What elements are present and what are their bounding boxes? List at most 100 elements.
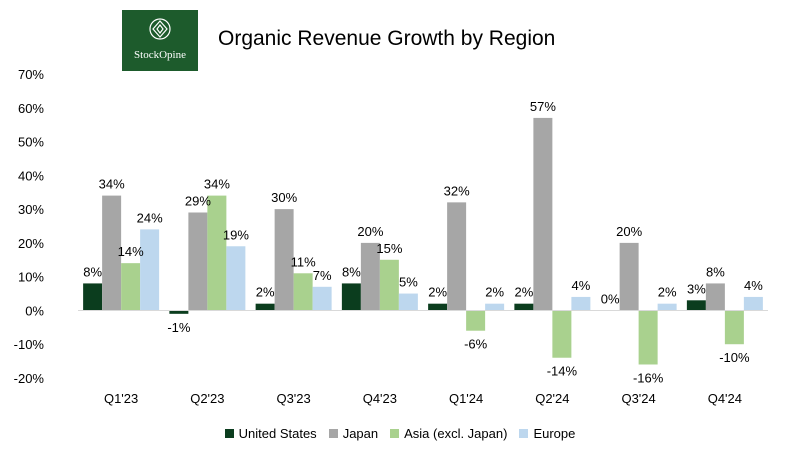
data-label: 2% (514, 285, 533, 300)
bar (743, 296, 763, 311)
data-label: 4% (571, 278, 590, 293)
bar (121, 263, 141, 311)
legend-swatch (390, 429, 400, 438)
y-tick-label: 40% (18, 168, 44, 183)
y-tick-label: -10% (14, 337, 45, 352)
data-label: 19% (223, 227, 249, 242)
legend-label: United States (238, 426, 317, 441)
y-tick-label: 70% (18, 67, 44, 82)
data-label: -1% (167, 320, 191, 335)
logo-emblem-icon (149, 18, 171, 40)
bar (398, 293, 418, 311)
data-label: 57% (530, 99, 556, 114)
bar (724, 310, 744, 345)
data-label: 8% (342, 264, 361, 279)
x-tick-label: Q2'24 (535, 391, 569, 406)
data-label: 30% (271, 190, 297, 205)
y-tick-label: 60% (18, 101, 44, 116)
bar (102, 195, 122, 311)
bar (619, 242, 639, 311)
legend-swatch (224, 429, 234, 438)
bar (226, 246, 246, 311)
legend-swatch (328, 429, 338, 438)
x-tick-label: Q1'23 (104, 391, 138, 406)
y-tick-label: 10% (18, 270, 44, 285)
logo-text: StockOpine (134, 49, 186, 61)
data-label: 8% (706, 264, 725, 279)
bar (207, 195, 227, 311)
data-label: 2% (428, 285, 447, 300)
legend-label: Japan (342, 426, 379, 441)
data-label: 7% (313, 268, 332, 283)
x-tick-label: Q1'24 (449, 391, 483, 406)
bar (428, 303, 448, 311)
data-label: 32% (444, 183, 470, 198)
y-axis-ticks: -20% -10% 0% 10% 20% 30% 40% 50% 60% 70% (14, 67, 45, 386)
legend-item: Europe (519, 426, 575, 441)
data-labels: 8%34%14%24%-1%29%34%19%2%30%11%7% 8%20%15… (83, 99, 763, 386)
data-label: 20% (357, 224, 383, 239)
data-label: 4% (744, 278, 763, 293)
bar (341, 283, 361, 311)
data-label: 29% (185, 193, 211, 208)
data-label: -10% (719, 350, 750, 365)
bar (312, 286, 332, 311)
legend-item: Asia (excl. Japan) (390, 426, 507, 441)
data-label: 0% (601, 291, 620, 306)
x-tick-label: Q3'24 (621, 391, 655, 406)
bar (169, 310, 189, 314)
bar (140, 229, 160, 311)
data-label: 24% (137, 210, 163, 225)
x-tick-label: Q4'23 (363, 391, 397, 406)
bar (188, 212, 208, 311)
data-label: 2% (658, 285, 677, 300)
bar (274, 209, 294, 311)
bar (360, 242, 380, 311)
data-label: 8% (83, 264, 102, 279)
data-label: 3% (687, 281, 706, 296)
bar (638, 310, 658, 365)
bar (466, 310, 486, 331)
data-label: 2% (485, 285, 504, 300)
bar (379, 259, 399, 311)
bar (657, 303, 677, 311)
bar (514, 303, 534, 311)
bar (447, 202, 467, 311)
data-label: 34% (204, 177, 230, 192)
bar (83, 283, 103, 311)
bars (83, 117, 763, 365)
y-tick-label: 0% (25, 303, 44, 318)
data-label: 11% (291, 254, 316, 269)
y-tick-label: -20% (14, 371, 45, 386)
legend-label: Asia (excl. Japan) (404, 426, 508, 441)
bar (293, 273, 313, 311)
data-label: -16% (633, 370, 664, 385)
y-tick-label: 50% (18, 135, 44, 150)
bar (533, 117, 553, 311)
legend-swatch (519, 429, 529, 438)
bar (255, 303, 275, 311)
bar (552, 310, 572, 358)
x-tick-label: Q3'23 (276, 391, 310, 406)
chart-title: Organic Revenue Growth by Region (218, 27, 556, 50)
bar (485, 303, 505, 311)
data-label: 15% (376, 241, 402, 256)
legend: United States Japan Asia (excl. Japan) Euro… (0, 426, 800, 441)
data-label: -6% (464, 337, 488, 352)
y-tick-label: 20% (18, 236, 44, 251)
data-label: 14% (118, 244, 144, 259)
bar (705, 283, 725, 311)
data-label: 5% (399, 275, 418, 290)
legend-label: Europe (533, 426, 576, 441)
data-label: -14% (547, 364, 578, 379)
legend-item: Japan (328, 426, 379, 441)
x-axis-ticks: Q1'23 Q2'23 Q3'23 Q4'23 Q1'24 Q2'24 Q3'24 Q4'24 (104, 391, 742, 406)
bar (686, 300, 706, 311)
legend-item: United States (224, 426, 317, 441)
y-tick-label: 30% (18, 202, 44, 217)
stockopine-logo: StockOpine (122, 10, 198, 71)
data-label: 34% (99, 177, 125, 192)
data-label: 2% (256, 285, 275, 300)
bar (571, 296, 591, 311)
